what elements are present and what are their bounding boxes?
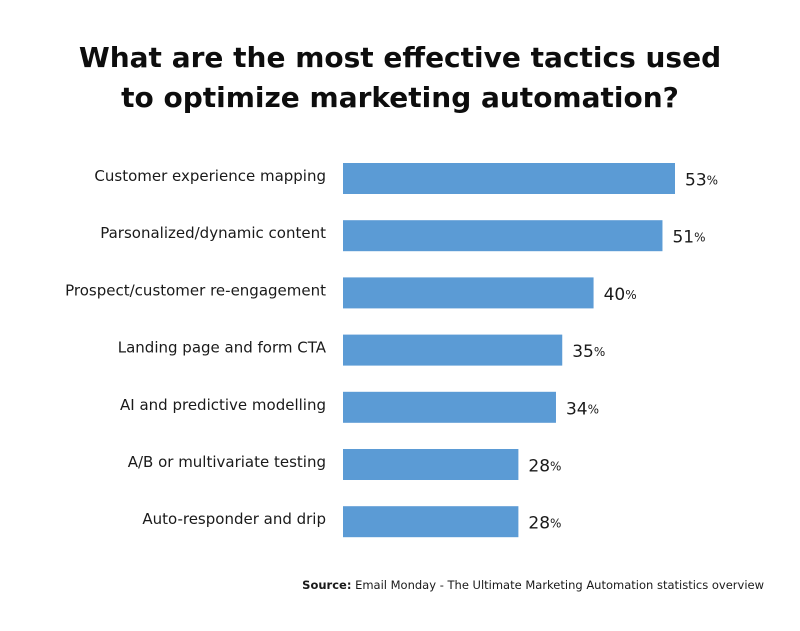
- value-label-2: 51%: [672, 228, 705, 248]
- bar-7: [343, 506, 519, 538]
- value-label-7: 28%: [528, 514, 561, 534]
- source-label: Source:: [302, 578, 352, 592]
- category-label-3: Prospect/customer re-engagement: [65, 281, 326, 299]
- category-label-4: Landing page and form CTA: [118, 339, 327, 357]
- chart-title-line-2: to optimize marketing automation?: [121, 81, 679, 114]
- category-label-5: AI and predictive modelling: [120, 396, 326, 414]
- bar-6: [343, 449, 519, 480]
- value-label-1: 53%: [685, 171, 718, 191]
- category-label-2: Parsonalized/dynamic content: [100, 224, 326, 242]
- chart-title-line-1: What are the most effective tactics used: [78, 41, 722, 74]
- source-text: Email Monday - The Ultimate Marketing Au…: [355, 578, 764, 592]
- source-note: Source: Email Monday - The Ultimate Mark…: [302, 578, 764, 592]
- bar-3: [343, 277, 594, 309]
- bar-4: [343, 334, 563, 366]
- bar-5: [343, 391, 556, 423]
- chart-title: What are the most effective tactics used…: [0, 38, 800, 118]
- category-label-1: Customer experience mapping: [94, 167, 326, 185]
- bar-1: [343, 163, 675, 194]
- value-label-4: 35%: [572, 342, 605, 362]
- category-label-7: Auto-responder and drip: [142, 510, 326, 528]
- category-label-6: A/B or multivariate testing: [128, 453, 326, 471]
- bar-2: [343, 220, 663, 252]
- value-label-3: 40%: [604, 285, 637, 305]
- value-label-6: 28%: [528, 457, 561, 477]
- value-label-5: 34%: [566, 399, 599, 419]
